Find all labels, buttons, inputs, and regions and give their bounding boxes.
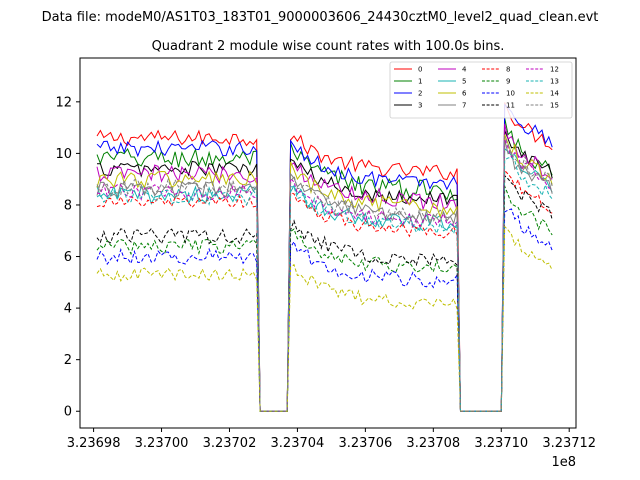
x-tick-label: 3.23706 <box>338 436 392 451</box>
x-tick-label: 3.23704 <box>271 436 325 451</box>
y-axis: 0 2 4 6 8 10 12 <box>55 95 80 420</box>
y-tick-label: 2 <box>64 353 72 368</box>
legend-label-12: 12 <box>550 66 559 74</box>
legend-label-13: 13 <box>550 78 559 86</box>
series-line-15 <box>96 136 553 412</box>
series-line-2 <box>96 103 553 412</box>
x-tick-label: 3.23710 <box>474 436 528 451</box>
legend-label-6: 6 <box>462 90 467 98</box>
legend-label-10: 10 <box>506 90 515 98</box>
legend-label-5: 5 <box>462 78 466 86</box>
legend-label-4: 4 <box>462 66 467 74</box>
x-tick-label: 3.23702 <box>203 436 257 451</box>
legend-label-8: 8 <box>506 66 510 74</box>
chart-title: Quadrant 2 module wise count rates with … <box>152 39 505 54</box>
legend-label-15: 15 <box>550 102 559 110</box>
y-tick-label: 10 <box>55 147 72 162</box>
series-line-11 <box>96 174 553 412</box>
legend-label-11: 11 <box>506 102 515 110</box>
plot-area <box>79 57 577 429</box>
axes-frame <box>79 57 577 429</box>
series-lines <box>96 102 553 412</box>
legend-label-9: 9 <box>506 78 510 86</box>
x-tick-label: 3.23698 <box>67 436 121 451</box>
series-line-0 <box>96 102 553 412</box>
series-line-8 <box>96 169 553 412</box>
series-line-6 <box>96 134 553 412</box>
y-tick-label: 0 <box>64 405 72 420</box>
legend-label-0: 0 <box>418 66 422 74</box>
series-line-14 <box>96 225 553 412</box>
legend-box <box>389 61 573 119</box>
legend-label-2: 2 <box>418 90 422 98</box>
legend-label-1: 1 <box>418 78 422 86</box>
series-line-13 <box>96 156 553 412</box>
series-line-1 <box>96 117 553 412</box>
y-tick-label: 12 <box>55 95 72 110</box>
x-axis: 3.23698 3.23700 3.23702 3.23704 3.23706 3.237… <box>67 428 596 451</box>
series-line-3 <box>96 130 553 412</box>
x-tick-label: 3.23700 <box>135 436 189 451</box>
y-tick-label: 6 <box>64 250 72 265</box>
x-offset-label: 1e8 <box>551 455 576 470</box>
series-line-5 <box>96 147 553 412</box>
series-line-9 <box>96 186 553 412</box>
series-line-10 <box>96 208 553 412</box>
y-tick-label: 4 <box>64 302 72 317</box>
y-tick-label: 8 <box>64 198 72 213</box>
legend-label-14: 14 <box>550 90 559 98</box>
x-tick-label: 3.23708 <box>406 436 460 451</box>
figure-supertitle: Data file: modeM0/AS1T03_183T01_90000036… <box>42 10 599 25</box>
x-tick-label: 3.23712 <box>542 436 596 451</box>
legend-label-3: 3 <box>418 102 422 110</box>
legend-label-7: 7 <box>462 102 466 110</box>
